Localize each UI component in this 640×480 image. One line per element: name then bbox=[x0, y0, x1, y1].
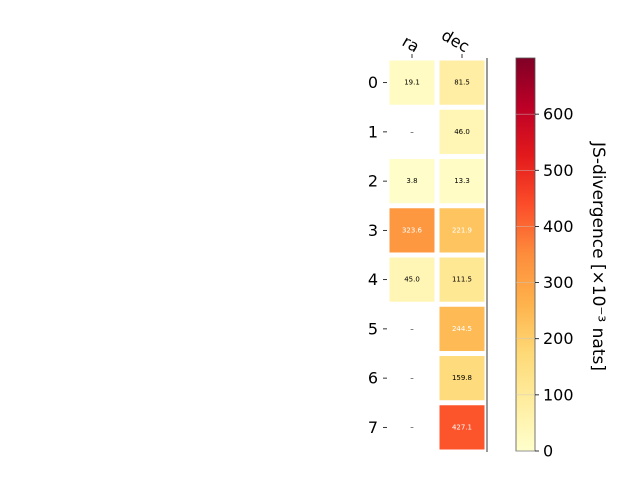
cell-label-r7-c1: 427.1 bbox=[452, 423, 472, 431]
heatmap-cell-r3-c0 bbox=[389, 208, 435, 253]
heatmap-cell-r0-c1 bbox=[439, 60, 485, 105]
colorbar-label: JS-divergence [×10⁻³ nats] bbox=[588, 141, 608, 371]
colorbar-tick-label-3: 300 bbox=[543, 273, 574, 292]
cell-label-r3-c0: 323.6 bbox=[402, 226, 423, 234]
colorbar-tick-label-4: 400 bbox=[543, 217, 574, 236]
heatmap-cell-r4-c0 bbox=[389, 257, 435, 302]
heatmap-cell-r6-c1 bbox=[439, 356, 485, 401]
row-tick-label-5: 5 bbox=[368, 319, 378, 338]
heatmap-cell-r2-c1 bbox=[439, 159, 485, 204]
cell-label-r4-c0: 45.0 bbox=[404, 276, 420, 284]
cell-label-r4-c1: 111.5 bbox=[452, 276, 472, 284]
colorbar-tick-label-5: 500 bbox=[543, 161, 574, 180]
cell-label-r0-c1: 81.5 bbox=[454, 79, 470, 87]
row-tick-label-6: 6 bbox=[368, 369, 378, 388]
row-tick-label-1: 1 bbox=[368, 122, 378, 141]
colorbar: 0 100 200 300 400 500 600 JS-divergence [×10⁻³ … bbox=[515, 57, 608, 461]
cell-label-r3-c1: 221.9 bbox=[452, 226, 472, 234]
heatmap-cell-r1-c1 bbox=[439, 109, 485, 154]
heatmap-cell-r3-c1 bbox=[439, 208, 485, 253]
heatmap-cell-r2-c0 bbox=[389, 159, 435, 204]
cell-label-r2-c0: 3.8 bbox=[406, 177, 417, 185]
colorbar-tick-label-1: 100 bbox=[543, 385, 574, 404]
cell-label-r1-c1: 46.0 bbox=[454, 128, 470, 136]
colorbar-tick-label-2: 200 bbox=[543, 329, 574, 348]
cell-label-r6-c1: 159.8 bbox=[452, 374, 472, 382]
row-tick-label-7: 7 bbox=[368, 418, 378, 437]
cell-label-r5-c1: 244.5 bbox=[452, 325, 472, 333]
row-tick-label-4: 4 bbox=[368, 270, 378, 289]
colorbar-tick-label-0: 0 bbox=[543, 442, 553, 461]
cell-label-r7-c0: – bbox=[410, 423, 414, 431]
row-tick-label-3: 3 bbox=[368, 221, 378, 240]
colorbar-tick-label-6: 600 bbox=[543, 105, 574, 124]
cell-label-r0-c0: 19.1 bbox=[404, 79, 420, 87]
row-tick-label-2: 2 bbox=[368, 172, 378, 191]
col-tick-label-1: dec bbox=[438, 25, 472, 56]
heatmap-cell-r4-c1 bbox=[439, 257, 485, 302]
heatmap-cells: 19.1 81.5 – 46.0 3.8 13.3 323.6 221.9 45.0 111.5 –… bbox=[389, 60, 485, 450]
col-tick-label-0: ra bbox=[399, 32, 423, 57]
row-tick-label-0: 0 bbox=[368, 73, 378, 92]
heatmap-cell-r0-c0 bbox=[389, 60, 435, 105]
cell-label-r5-c0: – bbox=[410, 325, 414, 333]
colorbar-gradient bbox=[516, 58, 535, 451]
heatmap-cell-r5-c1 bbox=[439, 306, 485, 351]
cell-label-r1-c0: – bbox=[410, 128, 414, 136]
cell-label-r2-c1: 13.3 bbox=[454, 177, 470, 185]
cell-label-r6-c0: – bbox=[410, 374, 414, 382]
heatmap-cell-r7-c1 bbox=[439, 405, 485, 450]
